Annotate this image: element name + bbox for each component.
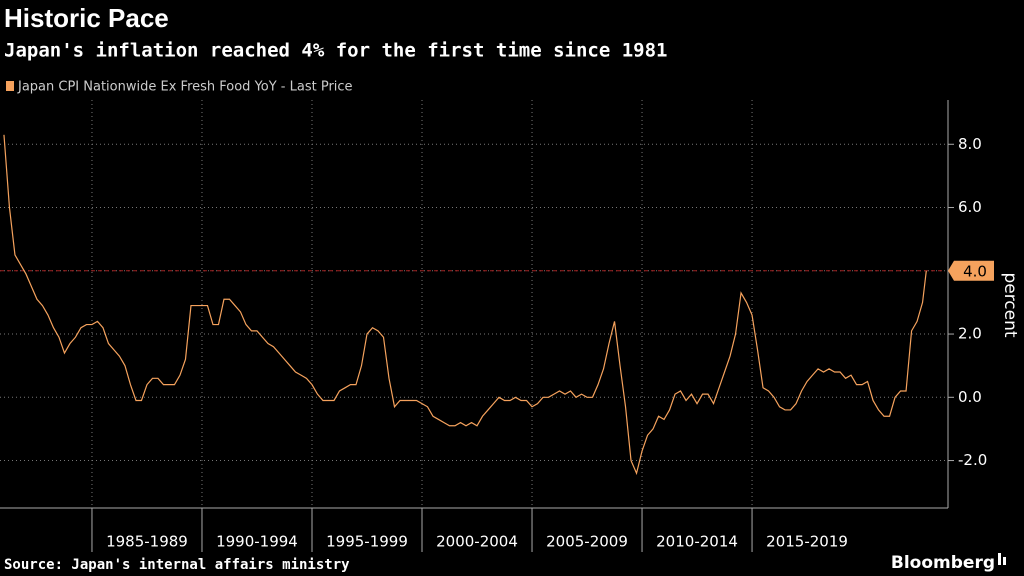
y-tick-label: 8.0 bbox=[958, 135, 982, 153]
brand: Bloomberg bbox=[891, 553, 995, 573]
x-tick-label: 2015-2019 bbox=[766, 533, 848, 551]
legend-swatch bbox=[6, 81, 14, 91]
x-tick-label: 1995-1999 bbox=[326, 533, 408, 551]
legend-label: Japan CPI Nationwide Ex Fresh Food YoY -… bbox=[17, 80, 353, 95]
x-tick-label: 1990-1994 bbox=[216, 533, 298, 551]
chart-title: Historic Pace bbox=[4, 3, 169, 33]
brand-icon bbox=[998, 553, 1001, 565]
brand-icon bbox=[1003, 557, 1006, 565]
y-tick-label: 0.0 bbox=[958, 388, 982, 406]
x-tick-label: 2010-2014 bbox=[656, 533, 738, 551]
y-tick-label: -2.0 bbox=[958, 451, 987, 469]
y-tick-label: 6.0 bbox=[958, 198, 982, 216]
x-tick-label: 2000-2004 bbox=[436, 533, 518, 551]
last-price-tag bbox=[948, 260, 994, 281]
data-line bbox=[3, 134, 927, 476]
last-price-label: 4.0 bbox=[963, 262, 987, 280]
source: Source: Japan's internal affairs ministr… bbox=[4, 557, 350, 573]
y-tick-label: 2.0 bbox=[958, 325, 982, 343]
x-tick-label: 1985-1989 bbox=[106, 533, 188, 551]
x-tick-label: 2005-2009 bbox=[546, 533, 628, 551]
y-axis-label: percent bbox=[1000, 272, 1020, 337]
chart-subtitle: Japan's inflation reached 4% for the fir… bbox=[4, 40, 667, 62]
